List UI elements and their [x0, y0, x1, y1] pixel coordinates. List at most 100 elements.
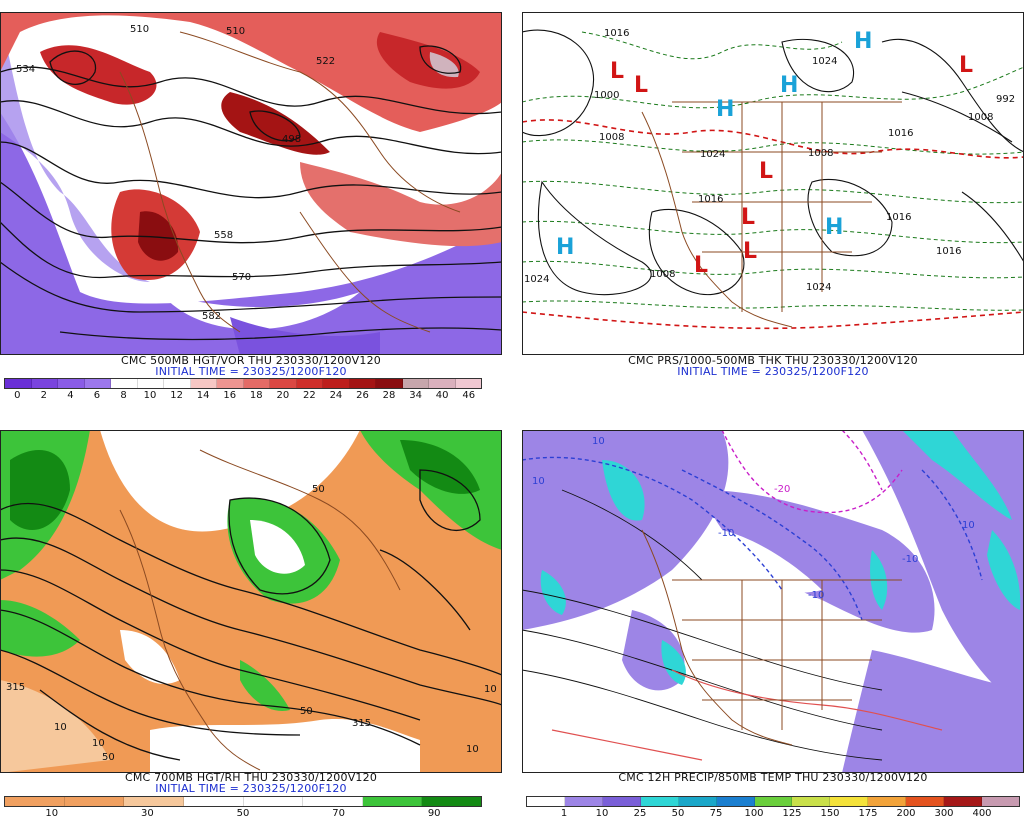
colorbar-swatch [982, 797, 1019, 806]
map-700mb: 315 10 10 10 50 50 50 10 315 [0, 430, 502, 773]
isobar-label: 1016 [936, 246, 961, 257]
colorbar-swatch [906, 797, 945, 806]
map-title: CMC 12H PRECIP/850MB TEMP THU 230330/120… [618, 771, 928, 784]
colorbar-tick-label: 40 [435, 390, 449, 401]
map-title: CMC 500MB HGT/VOR THU 230330/1200V120 [121, 354, 381, 367]
high-pressure-marker: H [780, 73, 798, 98]
colorbar-swatch [422, 797, 481, 806]
colorbar-swatch [678, 797, 717, 806]
high-pressure-marker: H [825, 215, 843, 240]
contour-label: 510 [130, 24, 149, 35]
colorbar-tick-label: 400 [972, 808, 992, 819]
contour-label: 522 [316, 56, 335, 67]
colorbar-tick-label: 90 [427, 808, 441, 819]
colorbar-tick-label: 1 [560, 808, 568, 819]
panel-700mb-humidity: 315 10 10 10 50 50 50 10 315 CMC 700MB H… [0, 420, 502, 828]
map-500mb: 510 510 534 522 498 558 570 582 [0, 12, 502, 355]
colorbar-swatch [455, 379, 481, 388]
colorbar-swatch [830, 797, 869, 806]
colorbar-swatch [564, 797, 603, 806]
colorbar-swatch [137, 379, 164, 388]
low-pressure-marker: L [959, 53, 973, 78]
high-pressure-marker: H [716, 97, 734, 122]
map-title: CMC 700MB HGT/RH THU 230330/1200V120 [124, 771, 378, 784]
colorbar-swatch [944, 797, 983, 806]
isobar-label: 1008 [599, 132, 624, 143]
colorbar-tick-labels: 10 30 50 70 90 [4, 808, 482, 820]
low-pressure-marker: L [634, 73, 648, 98]
colorbar-tick-label: 28 [382, 390, 396, 401]
colorbar-swatch [716, 797, 755, 806]
colorbar-tick-label: 22 [303, 390, 316, 401]
contour-label: 10 [484, 684, 497, 695]
high-pressure-marker: H [556, 235, 574, 260]
contour-label: 558 [214, 230, 233, 241]
isobar-label: 1008 [808, 148, 833, 159]
isotherm-label: 10 [962, 520, 975, 531]
initial-time: INITIAL TIME = 230325/1200F120 [677, 365, 869, 378]
colorbar-tick-label: 30 [141, 808, 154, 819]
contour-label: 315 [6, 682, 25, 693]
high-pressure-marker: H [854, 29, 872, 54]
contour-label: 50 [300, 706, 313, 717]
colorbar-tick-label: 20 [276, 390, 290, 401]
colorbar-tick-labels: 1 10 25 50 75 100 125 150 175 200 300 400 [526, 808, 1020, 820]
isobar-label: 1024 [806, 282, 831, 293]
colorbar-swatch [84, 379, 111, 388]
colorbar-tick-label: 14 [196, 390, 210, 401]
isobar-label: 1016 [888, 128, 913, 139]
colorbar-swatch [243, 797, 304, 806]
colorbar-swatch [303, 797, 363, 806]
colorbar-swatch [124, 797, 184, 806]
colorbar-tick-label: 12 [170, 390, 183, 401]
colorbar-tick-label: 175 [858, 808, 878, 819]
colorbar-swatch [362, 797, 423, 806]
isobar-label: 1024 [524, 274, 549, 285]
colorbar-swatch [164, 379, 191, 388]
panel-precip-850mb-temp: 10 -10 -20 -10 10 -10 10 CMC 12H PRECIP/… [522, 420, 1024, 828]
isotherm-label: 10 [532, 476, 545, 487]
colorbar-tick-label: 50 [236, 808, 250, 819]
panel-pressure-thickness: L L L L L L L H H H H H 1016 1000 1008 1… [522, 0, 1024, 408]
colorbar-swatch [58, 379, 85, 388]
colorbar-swatch [31, 379, 58, 388]
contour-label: 50 [312, 484, 325, 495]
contour-label: 570 [232, 272, 251, 283]
colorbar-tick-label: 100 [744, 808, 764, 819]
colorbar [526, 796, 1020, 807]
contour-label: 10 [466, 744, 479, 755]
colorbar-tick-label: 150 [820, 808, 840, 819]
isobar-label: 1016 [886, 212, 911, 223]
contour-label: 582 [202, 311, 221, 322]
colorbar-swatch [183, 797, 244, 806]
panel-500mb-vorticity: 510 510 534 522 498 558 570 582 CMC 500M… [0, 0, 502, 408]
isobar-label: 1000 [594, 90, 619, 101]
colorbar-tick-label: 16 [223, 390, 237, 401]
low-pressure-marker: L [694, 253, 708, 278]
isobar-label: 1024 [700, 149, 725, 160]
colorbar-tick-label: 10 [595, 808, 609, 819]
colorbar-swatch [323, 379, 350, 388]
colorbar-swatch [868, 797, 907, 806]
colorbar-tick-label: 200 [896, 808, 916, 819]
colorbar-tick-label: 46 [462, 390, 476, 401]
colorbar-swatch [376, 379, 403, 388]
colorbar-tick-label: 50 [671, 808, 685, 819]
colorbar-swatch [64, 797, 125, 806]
colorbar-tick-label: 4 [67, 390, 74, 401]
colorbar-tick-label: 6 [93, 390, 101, 401]
map-title: CMC PRS/1000-500MB THK THU 230330/1200V1… [628, 354, 918, 367]
contour-label: 50 [102, 752, 115, 763]
colorbar-tick-label: 8 [120, 390, 127, 401]
colorbar-tick-label: 10 [45, 808, 59, 819]
colorbar-tick-label: 26 [356, 390, 369, 401]
colorbar [4, 796, 482, 807]
isobar-label: 1024 [812, 56, 837, 67]
map-precip: 10 -10 -20 -10 10 -10 10 [522, 430, 1024, 773]
colorbar-tick-label: 18 [249, 390, 263, 401]
contour-label: 510 [226, 26, 245, 37]
contour-label: 10 [92, 738, 105, 749]
contour-label: 315 [352, 718, 371, 729]
colorbar-swatch [217, 379, 244, 388]
